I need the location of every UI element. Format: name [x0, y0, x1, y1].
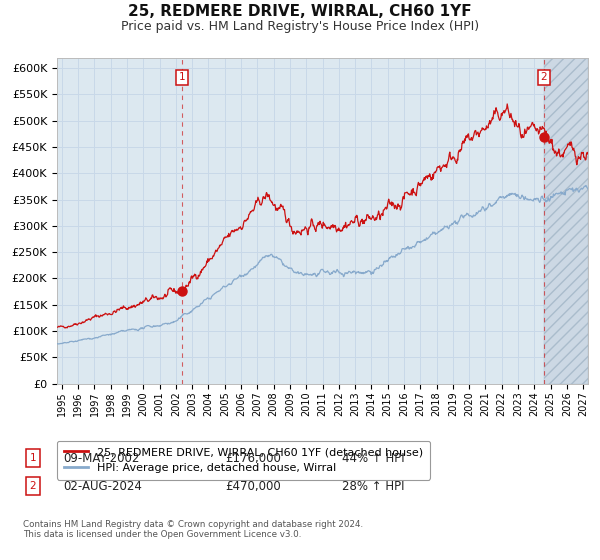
Text: Price paid vs. HM Land Registry's House Price Index (HPI): Price paid vs. HM Land Registry's House …: [121, 20, 479, 33]
Text: Contains HM Land Registry data © Crown copyright and database right 2024.
This d: Contains HM Land Registry data © Crown c…: [23, 520, 363, 539]
Text: 28% ↑ HPI: 28% ↑ HPI: [342, 479, 404, 493]
Text: 1: 1: [29, 453, 37, 463]
Text: 09-MAY-2002: 09-MAY-2002: [63, 451, 139, 465]
Text: 1: 1: [178, 72, 185, 82]
Text: 2: 2: [29, 481, 37, 491]
Text: £176,000: £176,000: [225, 451, 281, 465]
Text: 44% ↑ HPI: 44% ↑ HPI: [342, 451, 404, 465]
Legend: 25, REDMERE DRIVE, WIRRAL, CH60 1YF (detached house), HPI: Average price, detach: 25, REDMERE DRIVE, WIRRAL, CH60 1YF (det…: [57, 441, 430, 479]
Bar: [544, 58, 588, 384]
Text: 25, REDMERE DRIVE, WIRRAL, CH60 1YF: 25, REDMERE DRIVE, WIRRAL, CH60 1YF: [128, 4, 472, 20]
Text: 02-AUG-2024: 02-AUG-2024: [63, 479, 142, 493]
Text: 2: 2: [541, 72, 547, 82]
Text: £470,000: £470,000: [225, 479, 281, 493]
